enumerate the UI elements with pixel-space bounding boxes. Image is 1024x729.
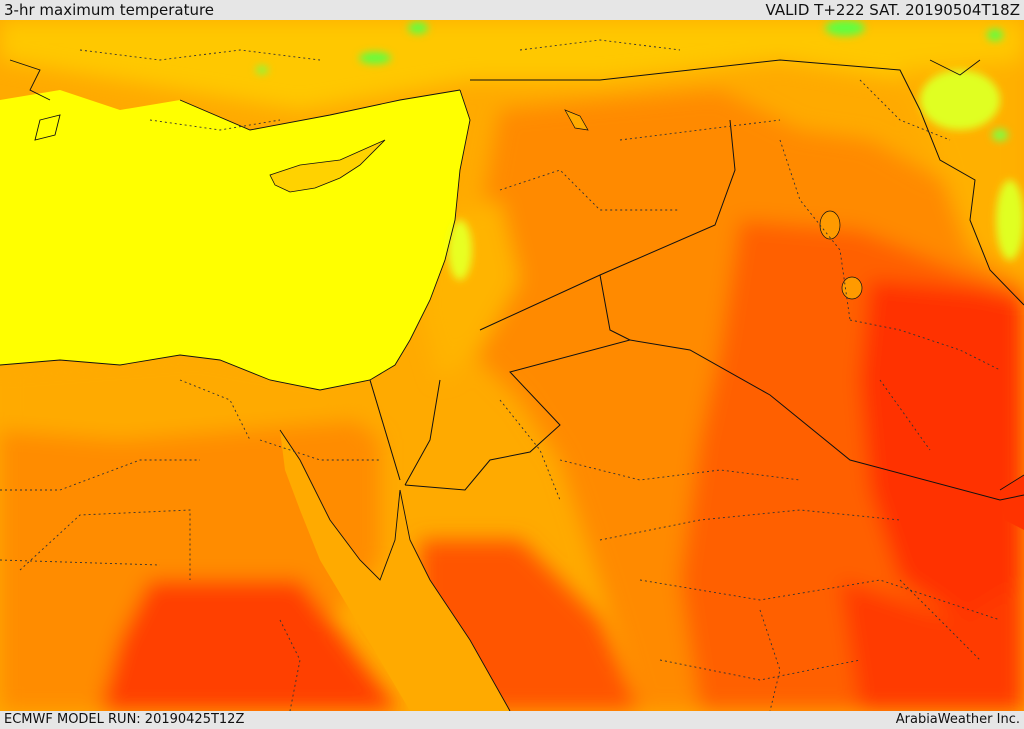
country-borders [369, 59, 1024, 501]
temperature-map[interactable] [0, 20, 1024, 711]
cyprus [269, 139, 386, 193]
credit-label: ArabiaWeather Inc. [895, 712, 1020, 727]
lake-tharthar [819, 210, 841, 240]
lake-assad [564, 109, 589, 131]
mediterranean-sea [0, 90, 470, 390]
cool-spots [256, 20, 1024, 280]
lake-razzaza [841, 276, 863, 300]
map-title: 3-hr maximum temperature [4, 1, 215, 19]
red-sea [280, 430, 510, 711]
footer-bar: ECMWF MODEL RUN: 20190425T12Z ArabiaWeat… [0, 711, 1024, 729]
provincial-boundaries [0, 39, 1001, 711]
coastlines [0, 59, 1024, 711]
valid-time: VALID T+222 SAT. 20190504T18Z [765, 1, 1020, 19]
temperature-bands [0, 20, 1024, 711]
header-bar: 3-hr maximum temperature VALID T+222 SAT… [0, 0, 1024, 20]
model-run-label: ECMWF MODEL RUN: 20190425T12Z [4, 712, 245, 727]
persian-gulf [1000, 475, 1024, 530]
